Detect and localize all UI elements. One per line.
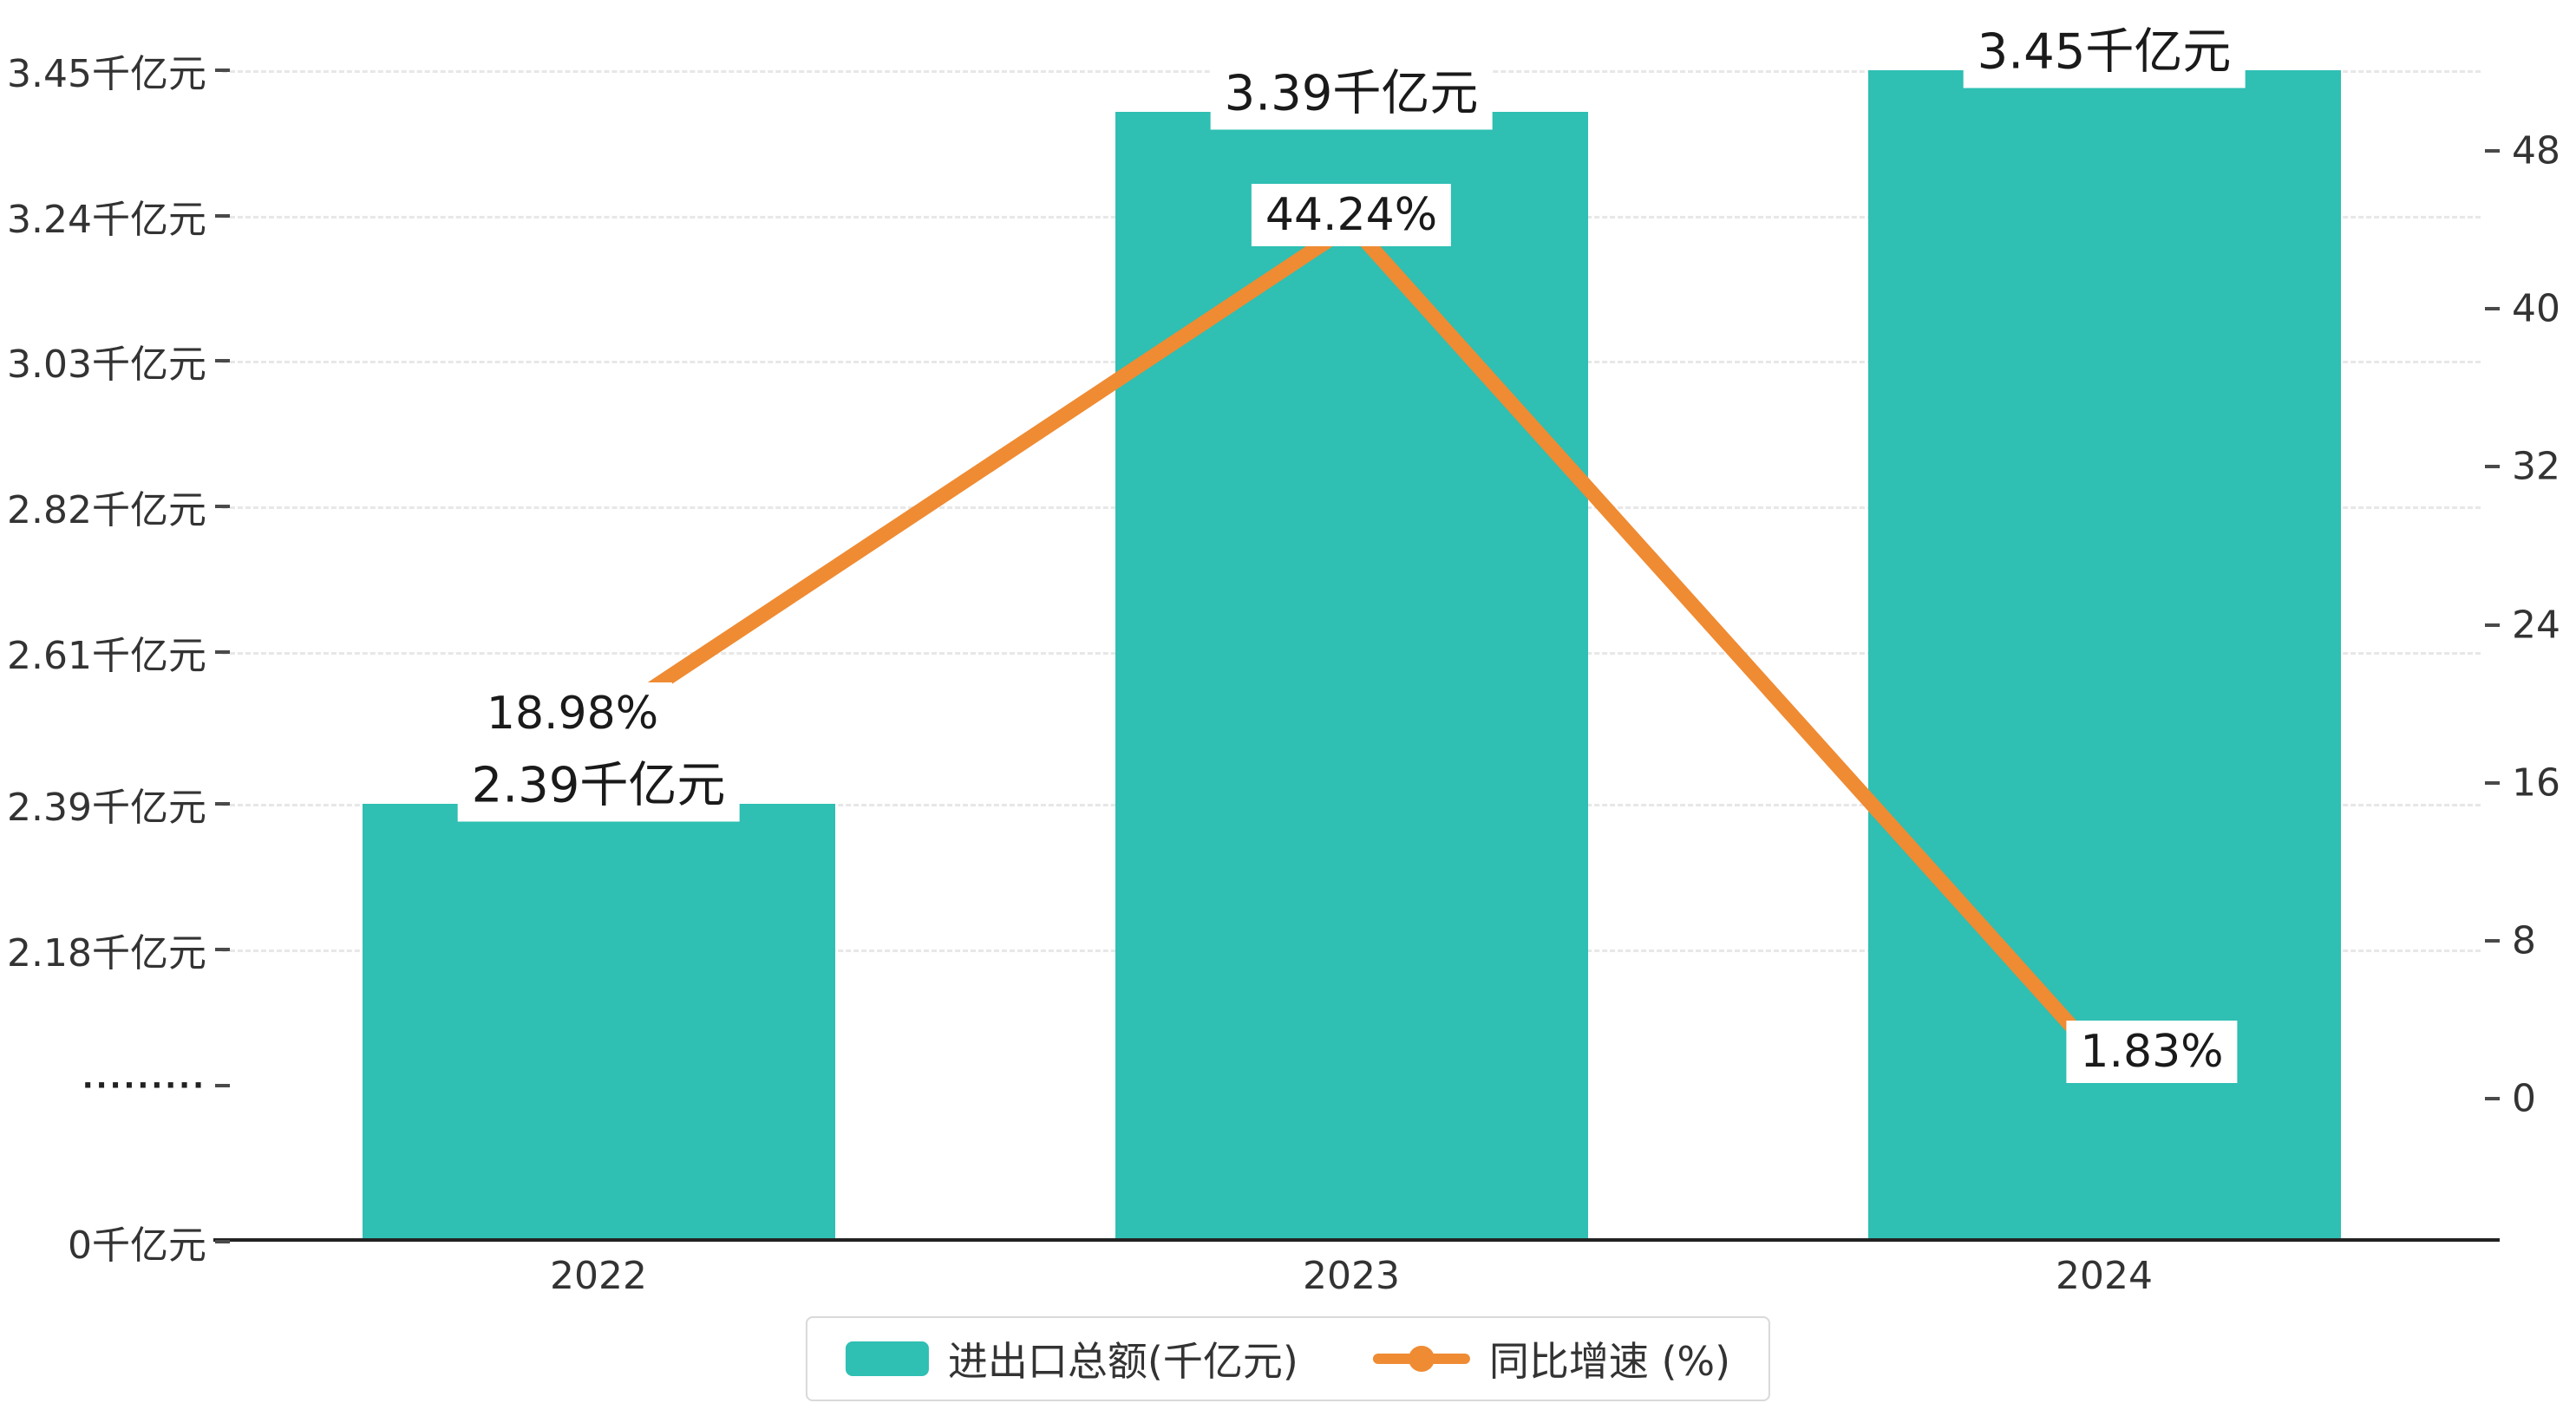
left-axis-tick-label: 2.61千亿元 [7, 633, 206, 678]
growth-line [591, 218, 2112, 1070]
bar-2023 [1115, 111, 1588, 1238]
right-axis-tick-mark [2485, 623, 2500, 627]
left-axis-tick-mark [215, 1084, 230, 1087]
left-axis-break-label: ········· [82, 1068, 206, 1103]
left-axis-tick-mark [215, 802, 230, 806]
right-axis-tick-label: 24 [2512, 603, 2560, 647]
right-axis-tick-label: 16 [2512, 760, 2560, 806]
right-axis-tick-mark [2485, 1097, 2500, 1100]
left-axis-tick-mark [215, 948, 230, 951]
x-axis-line [213, 1238, 2500, 1242]
right-axis-tick-mark [2485, 307, 2500, 311]
left-axis-tick-mark [215, 69, 230, 72]
right-axis-tick-mark [2485, 780, 2500, 785]
x-axis-label-2024: 2024 [2056, 1254, 2153, 1298]
growth-value-label-2022: 18.98% [472, 682, 673, 745]
line-series-marker-icon [1372, 1345, 1470, 1373]
legend-label-growth: 同比增速 (%) [1488, 1338, 1731, 1385]
x-axis-label-2023: 2023 [1303, 1254, 1400, 1298]
left-axis-tick-label: 3.24千亿元 [7, 197, 206, 242]
right-axis-tick-label: 40 [2512, 286, 2560, 331]
right-axis-tick-label: 0 [2512, 1076, 2536, 1121]
left-axis-tick-mark [215, 1240, 230, 1243]
bar-value-label-2023: 3.39千亿元 [1210, 49, 1493, 130]
right-axis-tick-label: 8 [2512, 918, 2536, 963]
left-axis-tick-mark [215, 505, 230, 508]
right-axis-tick-label: 32 [2512, 444, 2560, 489]
growth-value-label-2023: 44.24% [1251, 183, 1452, 246]
legend: 进出口总额(千亿元) 同比增速 (%) [805, 1316, 1771, 1401]
x-axis-label-2022: 2022 [550, 1254, 647, 1298]
growth-value-label-2024: 1.83% [2066, 1021, 2238, 1084]
legend-item-total[interactable]: 进出口总额(千亿元) [845, 1330, 1298, 1387]
left-axis-tick-mark [215, 649, 230, 654]
left-axis-tick-label: 2.18千亿元 [7, 931, 206, 976]
left-axis-tick-label: 2.82千亿元 [7, 488, 206, 532]
bar-value-label-2022: 2.39千亿元 [457, 741, 740, 822]
bar-series-swatch-icon [845, 1341, 929, 1376]
legend-item-growth[interactable]: 同比增速 (%) [1372, 1330, 1731, 1387]
right-axis-tick-mark [2485, 465, 2500, 469]
right-axis-tick-label: 48 [2512, 128, 2560, 173]
right-axis-tick-mark [2485, 149, 2500, 153]
right-axis-tick-mark [2485, 938, 2500, 943]
left-axis-tick-mark [215, 213, 230, 218]
bar-2022 [362, 804, 835, 1238]
left-axis-tick-label: 2.39千亿元 [7, 786, 206, 831]
left-axis-tick-label: 3.03千亿元 [7, 343, 206, 388]
legend-label-total: 进出口总额(千亿元) [947, 1338, 1298, 1385]
bar-value-label-2024: 3.45千亿元 [1963, 7, 2246, 88]
left-axis-tick-mark [215, 359, 230, 363]
left-axis-tick-label: 3.45千亿元 [7, 52, 206, 96]
left-axis-tick-label: 0千亿元 [68, 1224, 206, 1268]
